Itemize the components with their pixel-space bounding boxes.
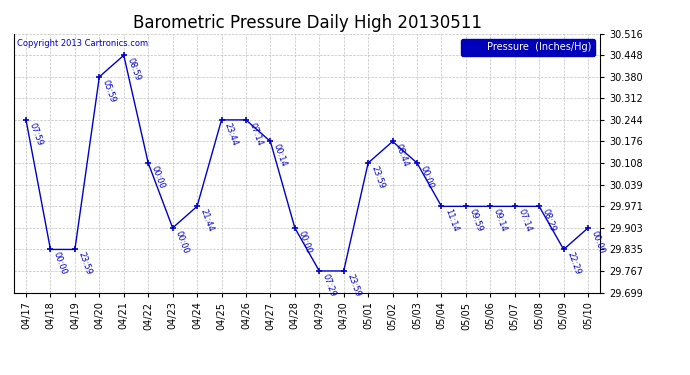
Text: 07:14: 07:14 xyxy=(247,121,264,147)
Text: 09:59: 09:59 xyxy=(467,208,484,233)
Text: 07:29: 07:29 xyxy=(321,272,337,298)
Text: 08:29: 08:29 xyxy=(540,208,558,233)
Pressure  (Inches/Hg) xyxy=(486,204,495,209)
Text: 23:59: 23:59 xyxy=(345,272,362,298)
Text: 21:44: 21:44 xyxy=(199,208,215,233)
Text: 00:00: 00:00 xyxy=(174,229,190,255)
Pressure  (Inches/Hg) xyxy=(168,226,177,230)
Pressure  (Inches/Hg) xyxy=(71,247,79,252)
Text: 00:14: 00:14 xyxy=(272,143,288,168)
Pressure  (Inches/Hg) xyxy=(144,161,152,165)
Pressure  (Inches/Hg) xyxy=(193,204,201,209)
Pressure  (Inches/Hg) xyxy=(217,118,226,122)
Text: 00:00: 00:00 xyxy=(150,164,166,190)
Pressure  (Inches/Hg) xyxy=(241,118,250,122)
Pressure  (Inches/Hg) xyxy=(266,139,275,144)
Text: 05:59: 05:59 xyxy=(101,78,117,104)
Text: 08:59: 08:59 xyxy=(125,57,141,82)
Pressure  (Inches/Hg) xyxy=(388,139,397,144)
Text: 22:29: 22:29 xyxy=(565,251,582,276)
Text: 07:14: 07:14 xyxy=(516,208,533,233)
Pressure  (Inches/Hg) xyxy=(95,75,104,79)
Pressure  (Inches/Hg) xyxy=(437,204,446,209)
Pressure  (Inches/Hg) xyxy=(535,204,543,209)
Text: 23:44: 23:44 xyxy=(223,121,239,147)
Title: Barometric Pressure Daily High 20130511: Barometric Pressure Daily High 20130511 xyxy=(132,14,482,32)
Text: 23:59: 23:59 xyxy=(77,251,93,276)
Pressure  (Inches/Hg) xyxy=(22,118,30,122)
Pressure  (Inches/Hg) xyxy=(119,53,128,57)
Pressure  (Inches/Hg) xyxy=(315,269,324,273)
Pressure  (Inches/Hg) xyxy=(462,204,470,209)
Text: 07:59: 07:59 xyxy=(28,121,44,147)
Text: 11:14: 11:14 xyxy=(443,208,460,233)
Pressure  (Inches/Hg) xyxy=(560,247,568,252)
Pressure  (Inches/Hg) xyxy=(290,226,299,230)
Line: Pressure  (Inches/Hg): Pressure (Inches/Hg) xyxy=(23,52,591,274)
Text: Copyright 2013 Cartronics.com: Copyright 2013 Cartronics.com xyxy=(17,39,148,48)
Pressure  (Inches/Hg) xyxy=(46,247,55,252)
Pressure  (Inches/Hg) xyxy=(339,269,348,273)
Pressure  (Inches/Hg) xyxy=(511,204,519,209)
Text: 00:00: 00:00 xyxy=(589,229,606,255)
Text: 23:59: 23:59 xyxy=(370,164,386,190)
Pressure  (Inches/Hg) xyxy=(584,226,592,230)
Text: 00:00: 00:00 xyxy=(418,164,435,190)
Legend: Pressure  (Inches/Hg): Pressure (Inches/Hg) xyxy=(461,39,595,56)
Text: 00:00: 00:00 xyxy=(52,251,68,276)
Pressure  (Inches/Hg) xyxy=(364,161,373,165)
Text: 08:44: 08:44 xyxy=(394,143,411,168)
Pressure  (Inches/Hg) xyxy=(413,161,421,165)
Text: 00:00: 00:00 xyxy=(296,229,313,255)
Text: 09:14: 09:14 xyxy=(492,208,509,233)
